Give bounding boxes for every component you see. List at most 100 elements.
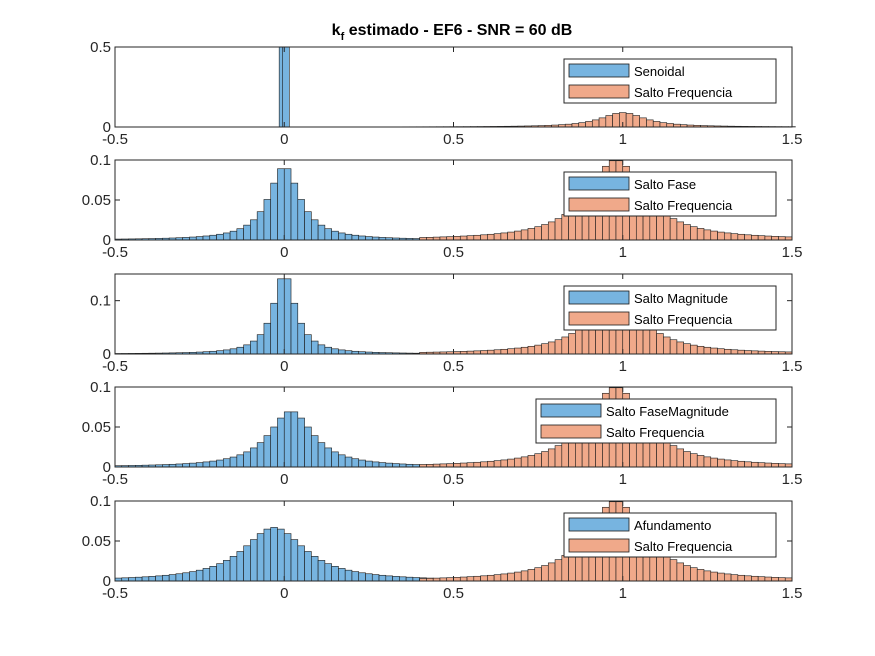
histogram-bar [663,214,671,241]
histogram-bar [446,577,454,582]
histogram-bar [710,230,718,241]
histogram-bar [669,339,678,355]
series-1-bars [114,527,522,582]
histogram-bar [270,426,278,468]
y-tick-label: 0.05 [82,419,111,436]
histogram-bar [520,346,529,355]
histogram-bar [344,233,353,241]
histogram-bar [585,121,593,128]
histogram-bar [598,117,607,128]
histogram-bar [723,348,732,355]
histogram-bar [135,576,143,582]
histogram-bar [554,339,563,355]
histogram-bar [710,347,718,355]
y-tick-label: 0.5 [90,39,111,56]
histogram-bar [737,574,745,582]
histogram-bar [703,346,712,355]
histogram-bar [311,435,319,468]
histogram-bar [500,348,508,355]
histogram-bar [751,234,759,241]
histogram-bar [175,573,183,582]
histogram-bar [507,458,515,468]
histogram-bar [690,567,698,582]
figure-title-subscript: f [341,31,345,43]
histogram-bar [358,572,366,582]
histogram-bar [338,454,346,468]
histogram-bar [723,232,732,241]
histogram-bar [676,448,684,468]
histogram-bar [290,539,299,582]
histogram-bar [578,122,586,128]
histogram-bar [764,576,772,582]
y-tick-label: 0.1 [90,293,111,310]
histogram-bar [311,556,319,582]
histogram-bar [270,302,278,355]
histogram-bar [209,565,217,582]
histogram-bar [659,122,668,128]
histogram-bar [764,462,772,468]
y-tick-label: 0 [103,573,111,590]
histogram-bar [338,232,346,241]
histogram-bar [365,460,373,468]
legend-swatch [568,517,630,532]
histogram-bar [514,230,522,241]
histogram-bar [256,211,265,241]
histogram-bar [182,572,190,582]
histogram-bar [507,572,515,582]
histogram-bar [297,545,305,582]
x-tick-label: 1 [619,471,627,488]
histogram-bar [639,117,647,128]
histogram-bar [282,46,290,128]
histogram-bar [392,576,400,582]
histogram-bar [202,568,211,582]
histogram-bar [669,559,678,582]
histogram-bar [514,571,522,582]
legend: Salto Magnitude Salto Frequencia [563,285,777,331]
histogram-bar [338,349,346,355]
histogram-bar [229,348,238,355]
histogram-bar [690,226,698,241]
histogram-bar [182,463,190,468]
histogram-bar [324,228,332,241]
x-tick-label: 0.5 [443,244,464,261]
histogram-bar [520,229,529,241]
histogram-bar [229,556,238,582]
histogram-bar [690,344,698,355]
x-tick-label: -0.5 [102,585,128,602]
histogram-bar [737,233,745,241]
histogram-bar [141,576,150,582]
histogram-bar [256,533,265,582]
histogram-bar [317,344,326,355]
histogram-bar [493,460,502,468]
histogram-bar [236,346,244,355]
legend-label: Salto Frequencia [634,539,733,554]
histogram-bar [744,461,752,468]
histogram-bar [189,462,197,468]
histogram-bar [683,451,691,468]
y-tick-label: 0 [103,232,111,249]
histogram-bar [250,219,258,241]
histogram-bar [331,230,339,241]
histogram-bar [663,336,671,355]
histogram-bar [649,328,657,355]
histogram-bar [764,235,772,241]
histogram-bar [277,417,285,468]
histogram-bar [507,231,515,241]
y-tick-label: 0.1 [90,493,111,510]
histogram-bar [250,539,258,582]
histogram-bar [737,349,745,355]
histogram-bar [195,236,204,241]
histogram-bar [493,574,502,582]
histogram-bar [527,345,536,355]
histogram-bar [202,461,211,468]
histogram-bar [473,461,481,468]
histogram-bar [591,119,600,128]
histogram-bar [710,457,718,468]
histogram-bar [487,460,495,468]
histogram-bar [223,349,231,355]
histogram-bar [263,528,272,582]
histogram-bar [412,577,420,582]
histogram-bar [771,463,779,468]
legend-label: Salto Fase [634,177,696,192]
